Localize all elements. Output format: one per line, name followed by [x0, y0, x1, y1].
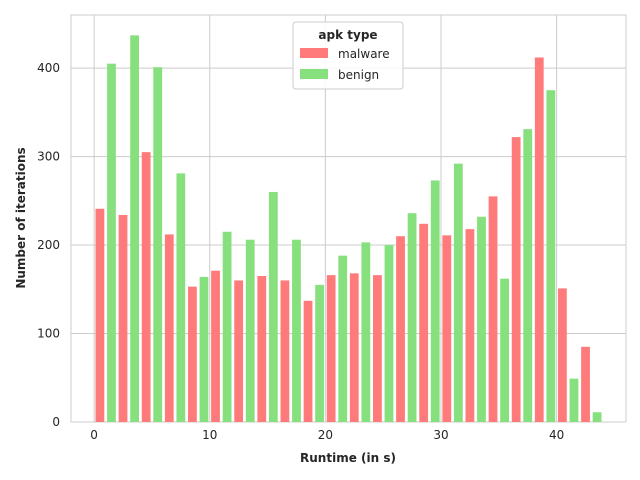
bar-malware	[257, 276, 267, 422]
bar-benign	[153, 67, 163, 422]
bar-benign	[569, 378, 579, 422]
bar-malware	[349, 273, 359, 422]
bar-malware	[234, 280, 244, 422]
legend-swatch-benign	[300, 69, 328, 79]
bar-malware	[511, 137, 521, 422]
bar-benign	[430, 180, 440, 422]
bar-malware	[442, 235, 452, 422]
legend-title: apk type	[318, 28, 377, 42]
bar-benign	[523, 129, 533, 422]
x-tick-label: 40	[549, 428, 564, 442]
bar-benign	[500, 278, 509, 422]
bar-benign	[199, 276, 209, 422]
bar-benign	[176, 173, 186, 422]
x-tick-label: 10	[202, 428, 217, 442]
bar-benign	[546, 90, 556, 423]
legend: apk type malware benign	[292, 21, 404, 90]
bar-benign	[361, 242, 371, 422]
bar-malware	[280, 280, 290, 422]
bar-malware	[188, 286, 197, 422]
bar-benign	[130, 35, 139, 422]
legend-label-benign: benign	[338, 68, 379, 82]
bar-malware	[488, 196, 498, 422]
bar-malware	[326, 275, 336, 422]
bars-layer	[95, 35, 602, 423]
bar-malware	[118, 214, 128, 422]
bar-benign	[245, 239, 255, 422]
bar-benign	[477, 216, 486, 422]
bar-malware	[303, 300, 313, 422]
bar-malware	[141, 152, 151, 423]
bar-malware	[373, 275, 382, 422]
bar-benign	[407, 213, 417, 422]
bar-malware	[534, 57, 544, 422]
bar-malware	[581, 346, 590, 422]
bar-benign	[292, 239, 301, 422]
bar-malware	[419, 223, 429, 422]
bar-malware	[164, 234, 174, 422]
bar-benign	[592, 412, 602, 422]
bar-benign	[453, 163, 463, 422]
y-tick-label: 0	[52, 415, 60, 429]
bar-benign	[107, 63, 116, 422]
bar-malware	[558, 288, 567, 422]
y-tick-label: 100	[37, 327, 60, 341]
bar-benign	[384, 245, 394, 422]
bar-benign	[315, 284, 324, 422]
bar-benign	[268, 191, 278, 422]
legend-label-malware: malware	[338, 47, 390, 61]
bar-malware	[211, 270, 220, 422]
bar-malware	[95, 208, 105, 422]
bar-benign	[338, 255, 348, 422]
bar-malware	[465, 229, 475, 422]
legend-swatch-malware	[300, 48, 328, 58]
x-tick-label: 20	[318, 428, 333, 442]
bar-benign	[222, 231, 232, 422]
x-tick-label: 0	[90, 428, 98, 442]
y-tick-label: 200	[37, 238, 60, 252]
bar-malware	[396, 236, 405, 422]
y-axis-title: Number of iterations	[14, 147, 28, 288]
x-axis-title: Runtime (in s)	[300, 451, 396, 465]
y-tick-label: 400	[37, 61, 60, 75]
x-tick-label: 30	[433, 428, 448, 442]
y-tick-label: 300	[37, 150, 60, 164]
